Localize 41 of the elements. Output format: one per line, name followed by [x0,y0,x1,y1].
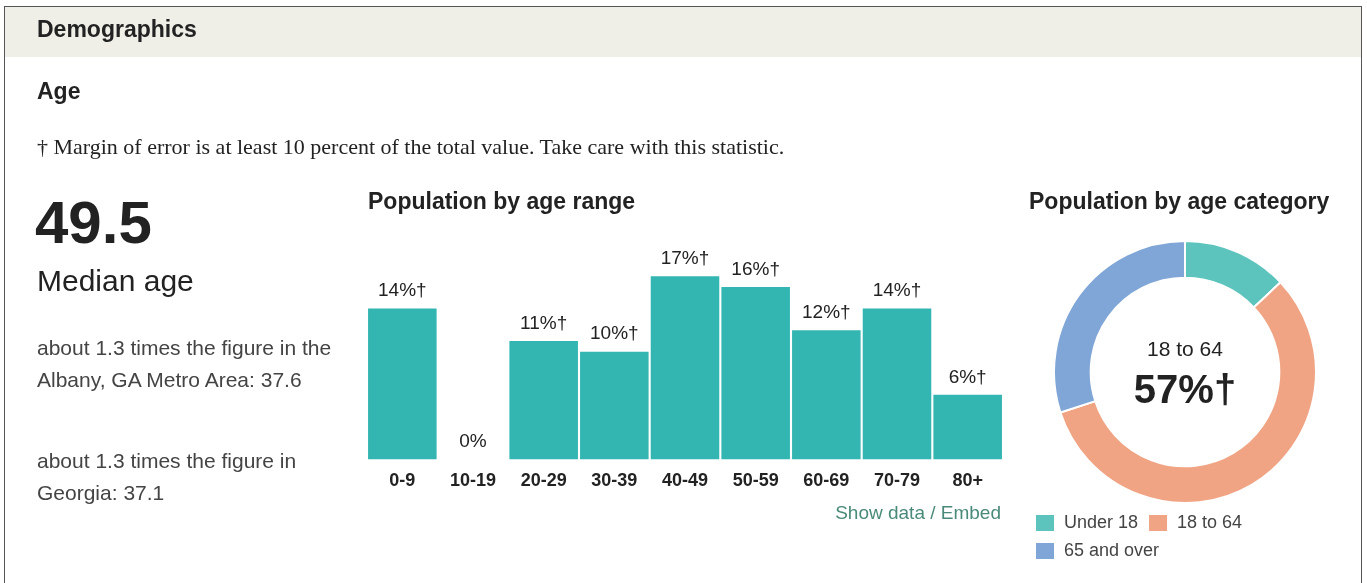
bar [862,308,932,460]
x-tick-label: 70-79 [873,470,921,491]
text: Age [37,78,81,105]
x-tick-label: 80+ [952,470,983,491]
bar [650,276,720,460]
bar [721,287,790,460]
bar [933,394,1002,460]
x-tick-label: 30-39 [591,470,638,491]
data-label: 11%† [520,311,568,333]
data-label: 17%† [660,247,710,269]
data-label: 0% [459,430,487,452]
bar [509,340,578,460]
text: Show data / Embed [835,502,1001,524]
data-label: 16%† [731,257,780,279]
data-label: 6%† [948,365,987,387]
data-label: 10%† [590,322,639,344]
x-tick-label: 60-69 [803,470,850,491]
bar [368,308,437,460]
x-tick-label: 10-19 [449,470,497,491]
bar [792,330,861,460]
chart-title: Population by age category [1029,188,1330,215]
slice-label: 18 to 64 [1147,336,1224,360]
data-label: 12%† [802,300,851,322]
x-tick-label: 50-59 [732,470,779,491]
data-label: 14%† [378,279,427,301]
text: about 1.3 times the figure in Georgia: 37.1 [37,448,298,506]
text: 49.5 [35,188,152,257]
text: Median age [37,264,194,298]
x-tick-label: 40-49 [661,470,709,491]
legend-label: 65 and over [1064,539,1160,560]
text: † Margin of error is at least 10 percent of the total value. Take care with this statistic. [37,134,785,160]
text: Demographics [5,7,1361,57]
x-tick-label: 20-29 [520,470,567,491]
data-label: 57%† [1133,367,1237,412]
data-label: 14%† [872,279,922,301]
bar [580,351,649,460]
text: about 1.3 times the figure in the Albany, GA Metro Area: 37.6 [37,335,333,393]
chart-title: Population by age range [368,188,636,215]
x-tick-label: 0-9 [389,470,416,491]
legend-label: Under 18 [1064,511,1139,532]
legend-label: 18 to 64 [1177,511,1243,532]
